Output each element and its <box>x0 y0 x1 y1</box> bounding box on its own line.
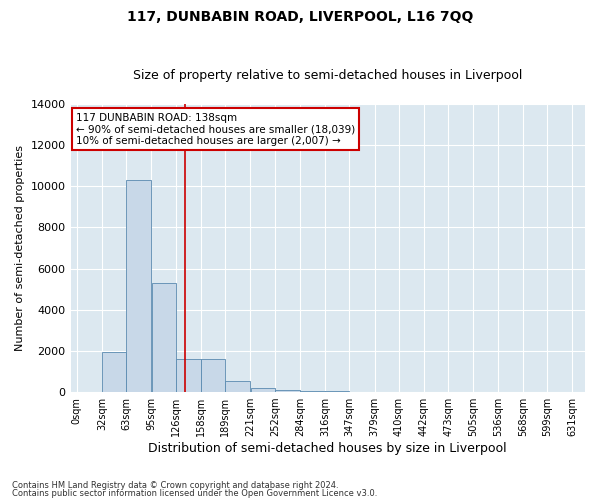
Bar <box>275 390 300 392</box>
Bar <box>325 391 349 392</box>
Text: 117, DUNBABIN ROAD, LIVERPOOL, L16 7QQ: 117, DUNBABIN ROAD, LIVERPOOL, L16 7QQ <box>127 10 473 24</box>
Bar <box>226 381 250 392</box>
Bar <box>300 391 325 392</box>
Text: Contains public sector information licensed under the Open Government Licence v3: Contains public sector information licen… <box>12 488 377 498</box>
Bar <box>176 359 201 392</box>
Title: Size of property relative to semi-detached houses in Liverpool: Size of property relative to semi-detach… <box>133 69 523 82</box>
Bar <box>127 180 151 392</box>
Bar <box>251 388 275 392</box>
Bar <box>152 283 176 392</box>
Y-axis label: Number of semi-detached properties: Number of semi-detached properties <box>15 145 25 351</box>
X-axis label: Distribution of semi-detached houses by size in Liverpool: Distribution of semi-detached houses by … <box>148 442 507 455</box>
Bar <box>201 359 225 392</box>
Text: Contains HM Land Registry data © Crown copyright and database right 2024.: Contains HM Land Registry data © Crown c… <box>12 481 338 490</box>
Bar <box>102 352 126 392</box>
Text: 117 DUNBABIN ROAD: 138sqm
← 90% of semi-detached houses are smaller (18,039)
10%: 117 DUNBABIN ROAD: 138sqm ← 90% of semi-… <box>76 112 355 146</box>
